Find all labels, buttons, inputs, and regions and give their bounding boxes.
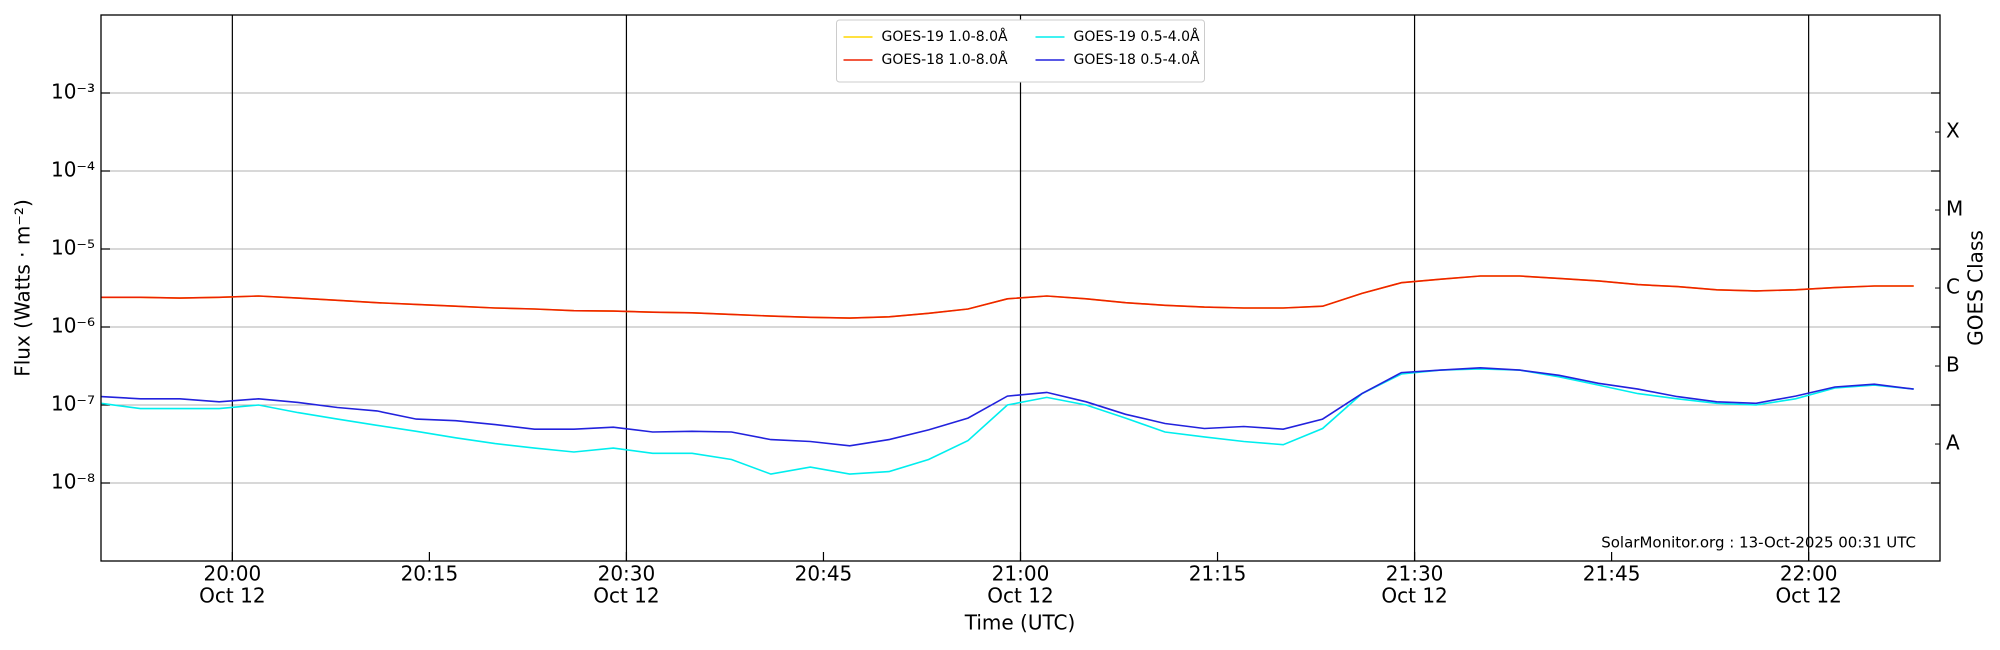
legend-label: GOES-18 1.0-8.0Å — [882, 51, 1008, 68]
legend-label: GOES-19 1.0-8.0Å — [882, 28, 1008, 45]
x-tick-label: 22:00 — [1780, 562, 1838, 586]
plot-frame — [100, 14, 1941, 562]
x-tick-date: Oct 12 — [1381, 584, 1447, 608]
x-tick-label: 20:30 — [598, 562, 656, 586]
series-line — [100, 368, 1914, 475]
legend-label: GOES-18 0.5-4.0Å — [1074, 51, 1200, 68]
legend-label: GOES-19 0.5-4.0Å — [1074, 28, 1200, 45]
y-tick-label: 10⁻⁴ — [51, 158, 95, 182]
x-tick-label: 20:00 — [204, 562, 262, 586]
y2-tick-label: X — [1946, 119, 1960, 143]
annotation: SolarMonitor.org : 13-Oct-2025 00:31 UTC — [1601, 534, 1916, 552]
y2-tick-label: B — [1946, 353, 1960, 377]
legend: GOES-19 1.0-8.0Å GOES-18 1.0-8.0Å GOES-19 … — [836, 19, 1205, 83]
series-line — [101, 275, 1914, 319]
y-axis-label: Flux (Watts · m⁻²) — [11, 199, 35, 377]
x-tick-label: 20:45 — [795, 562, 853, 586]
y2-axis-label: GOES Class — [1964, 230, 1988, 346]
y-tick-label: 10⁻⁵ — [51, 236, 95, 260]
y-tick-label: 10⁻⁷ — [51, 392, 95, 416]
x-tick-date: Oct 12 — [1775, 584, 1841, 608]
y2-tick-label: C — [1946, 275, 1960, 299]
y-tick-label: 10⁻⁸ — [51, 470, 95, 494]
y2-tick-label: A — [1946, 431, 1960, 455]
x-tick-label: 20:15 — [401, 562, 459, 586]
x-tick-label: 21:45 — [1583, 562, 1641, 586]
y-tick-label: 10⁻³ — [51, 80, 95, 104]
x-axis-label: Time (UTC) — [964, 611, 1076, 635]
y-tick-label: 10⁻⁶ — [51, 314, 95, 338]
x-tick-label: 21:15 — [1189, 562, 1247, 586]
x-tick-label: 21:00 — [992, 562, 1050, 586]
series-line — [100, 366, 1914, 447]
x-tick-date: Oct 12 — [987, 584, 1053, 608]
x-tick-date: Oct 12 — [199, 584, 265, 608]
series-line — [101, 275, 1914, 319]
legend-box — [836, 19, 1205, 83]
x-tick-label: 21:30 — [1386, 562, 1444, 586]
x-tick-date: Oct 12 — [593, 584, 659, 608]
y2-tick-label: M — [1946, 197, 1963, 221]
